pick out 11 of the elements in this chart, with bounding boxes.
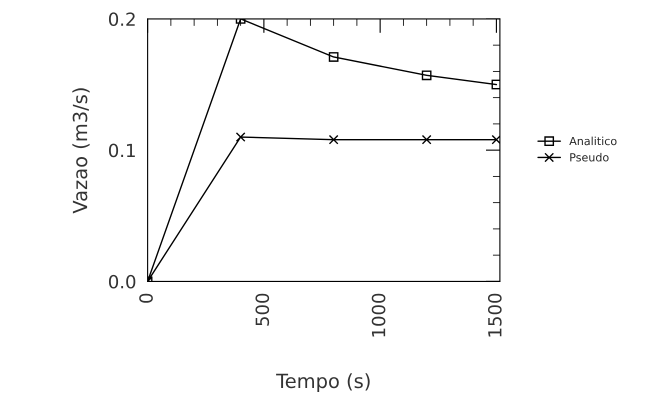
x-tick-label: 1000: [372, 294, 386, 336]
y-tick-label: 0.0: [108, 274, 136, 289]
x-axis-title: Tempo (s): [276, 373, 370, 392]
y-tick-label: 0.2: [108, 12, 135, 26]
legend-label: Pseudo: [570, 152, 609, 162]
x-tick-label: 1500: [488, 294, 502, 336]
y-tick-label: 0.1: [108, 144, 135, 158]
y-axis-title: Vazao (m3/s): [72, 88, 90, 214]
legend-label: Analitico: [569, 136, 617, 146]
x-tick-label: 500: [255, 294, 270, 326]
x-tick-label: 0: [139, 294, 153, 303]
